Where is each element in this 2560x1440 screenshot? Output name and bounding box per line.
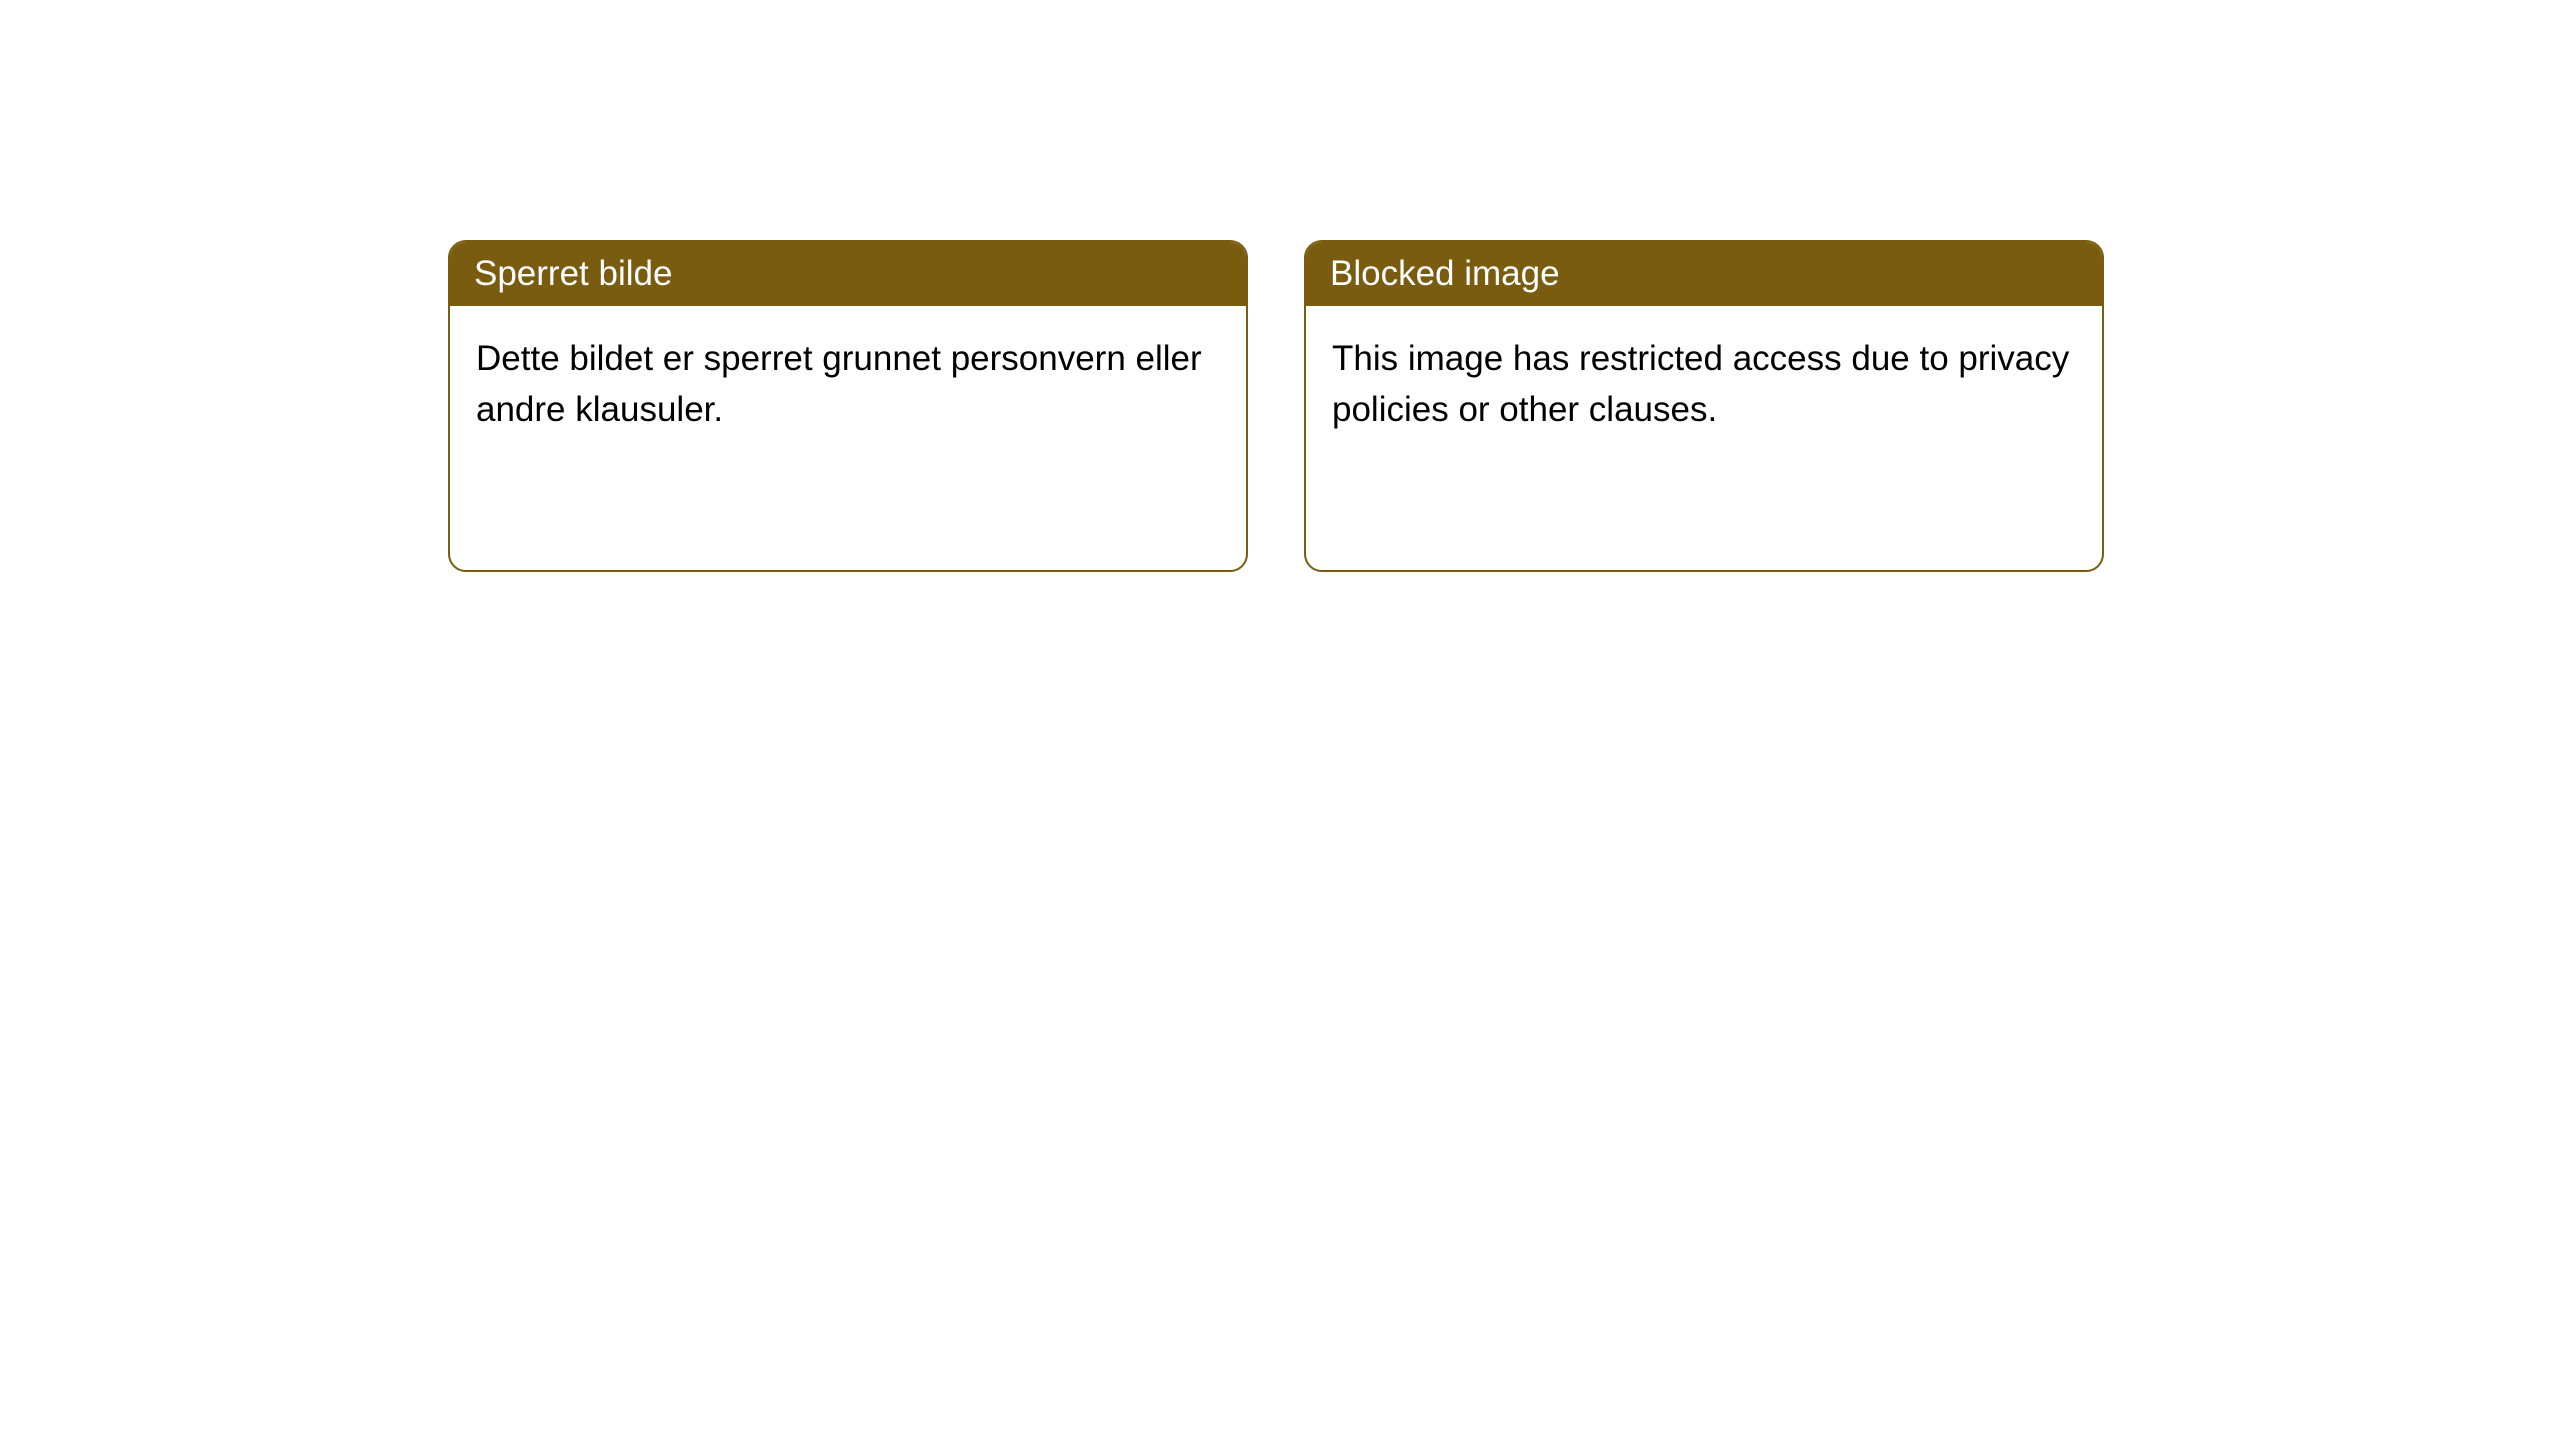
notice-box-english: Blocked image This image has restricted … bbox=[1304, 240, 2104, 572]
notice-header: Sperret bilde bbox=[450, 242, 1246, 306]
notice-container: Sperret bilde Dette bildet er sperret gr… bbox=[0, 0, 2560, 572]
notice-header: Blocked image bbox=[1306, 242, 2102, 306]
notice-body: This image has restricted access due to … bbox=[1306, 306, 2102, 464]
notice-box-norwegian: Sperret bilde Dette bildet er sperret gr… bbox=[448, 240, 1248, 572]
notice-body: Dette bildet er sperret grunnet personve… bbox=[450, 306, 1246, 464]
